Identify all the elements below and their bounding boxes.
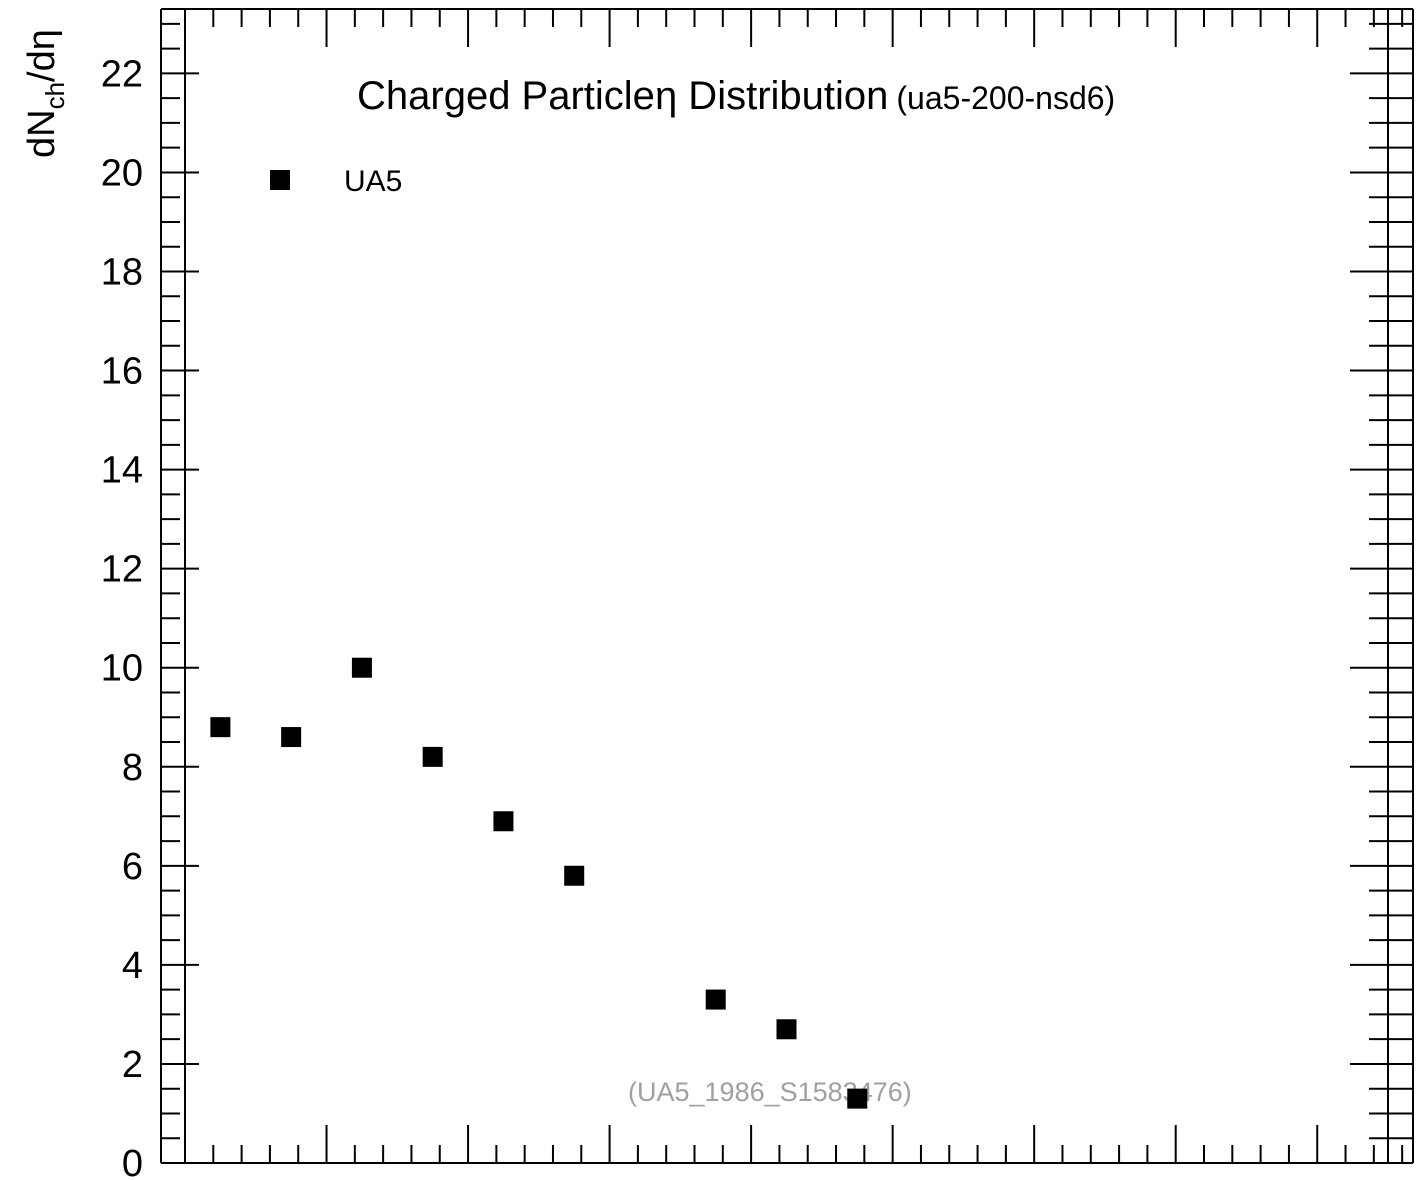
- data-point: [705, 989, 726, 1010]
- legend: UA5: [270, 165, 402, 198]
- y-axis-label-rest: /dη: [21, 29, 63, 82]
- legend-marker-ua5: [270, 170, 290, 190]
- y-tick-label: 20: [101, 152, 143, 194]
- data-point: [847, 1088, 868, 1109]
- chart-subtitle: (ua5-200-nsd6): [896, 80, 1115, 116]
- y-axis-label-sub: ch: [40, 82, 70, 109]
- y-tick-label: 4: [122, 945, 143, 987]
- chart-title-greek: η: [655, 74, 677, 118]
- data-point: [493, 811, 514, 832]
- y-tick-label: 22: [101, 53, 143, 95]
- data-point: [776, 1019, 797, 1040]
- y-tick-label: 6: [122, 846, 143, 888]
- data-point: [564, 865, 585, 886]
- y-tick-label: 18: [101, 251, 143, 293]
- data-point: [351, 657, 372, 678]
- reference-annotation: (UA5_1986_S1583476): [628, 1077, 912, 1107]
- y-tick-label: 8: [122, 747, 143, 789]
- legend-label-ua5: UA5: [344, 165, 402, 198]
- y-tick-label: 2: [122, 1044, 143, 1086]
- y-tick-label: 10: [101, 648, 143, 690]
- y-axis-label-base: dN: [21, 109, 63, 158]
- y-tick-label: 16: [101, 351, 143, 393]
- data-series-ua5: [210, 657, 868, 1109]
- data-point: [210, 717, 231, 738]
- chart-title: Charged Particleη Distribution (ua5-200-n…: [357, 74, 1115, 118]
- y-tick-label: 0: [122, 1143, 143, 1180]
- y-axis-label: dNch/dη: [21, 29, 70, 158]
- chart-title-rest: Distribution: [677, 74, 888, 118]
- y-tick-label: 14: [101, 450, 143, 492]
- y-tick-label: 12: [101, 549, 143, 591]
- data-point: [422, 746, 443, 767]
- chart-title-main: Charged Particle: [357, 74, 655, 118]
- data-point: [281, 727, 302, 748]
